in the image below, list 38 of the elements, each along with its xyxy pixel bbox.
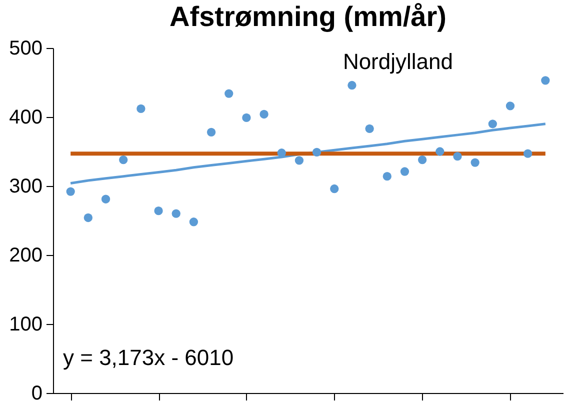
point — [365, 124, 374, 134]
point — [84, 213, 92, 222]
y-tick-label: 200 — [9, 244, 42, 266]
y-tick-label: 400 — [9, 106, 42, 128]
y-tick-label: 500 — [9, 38, 42, 60]
point — [506, 102, 515, 110]
point — [66, 187, 75, 196]
chart-title: Afstrømning (mm/år) — [170, 1, 446, 32]
point — [436, 147, 444, 156]
point — [172, 209, 180, 218]
point — [348, 80, 356, 90]
point — [260, 110, 268, 119]
point — [101, 194, 110, 204]
point — [488, 120, 497, 128]
annotation: Nordjylland — [342, 49, 453, 74]
point — [119, 155, 128, 164]
point — [330, 184, 339, 194]
point — [382, 172, 392, 181]
point — [294, 156, 304, 165]
point — [312, 148, 322, 157]
point — [418, 155, 427, 164]
point — [453, 152, 462, 161]
point — [206, 128, 216, 136]
point — [524, 149, 532, 158]
point — [470, 158, 480, 167]
y-tick-label: 0 — [31, 382, 42, 404]
line-series — [69, 122, 547, 184]
point — [136, 104, 146, 114]
point — [277, 148, 286, 158]
point — [541, 76, 550, 85]
annotation: y = 3,173x - 6010 — [63, 345, 234, 370]
y-tick-label: 100 — [9, 314, 42, 336]
point — [400, 167, 410, 176]
point — [224, 89, 234, 98]
point — [242, 113, 251, 122]
point — [154, 206, 163, 216]
y-tick-label: 300 — [9, 176, 42, 198]
point — [189, 218, 198, 226]
